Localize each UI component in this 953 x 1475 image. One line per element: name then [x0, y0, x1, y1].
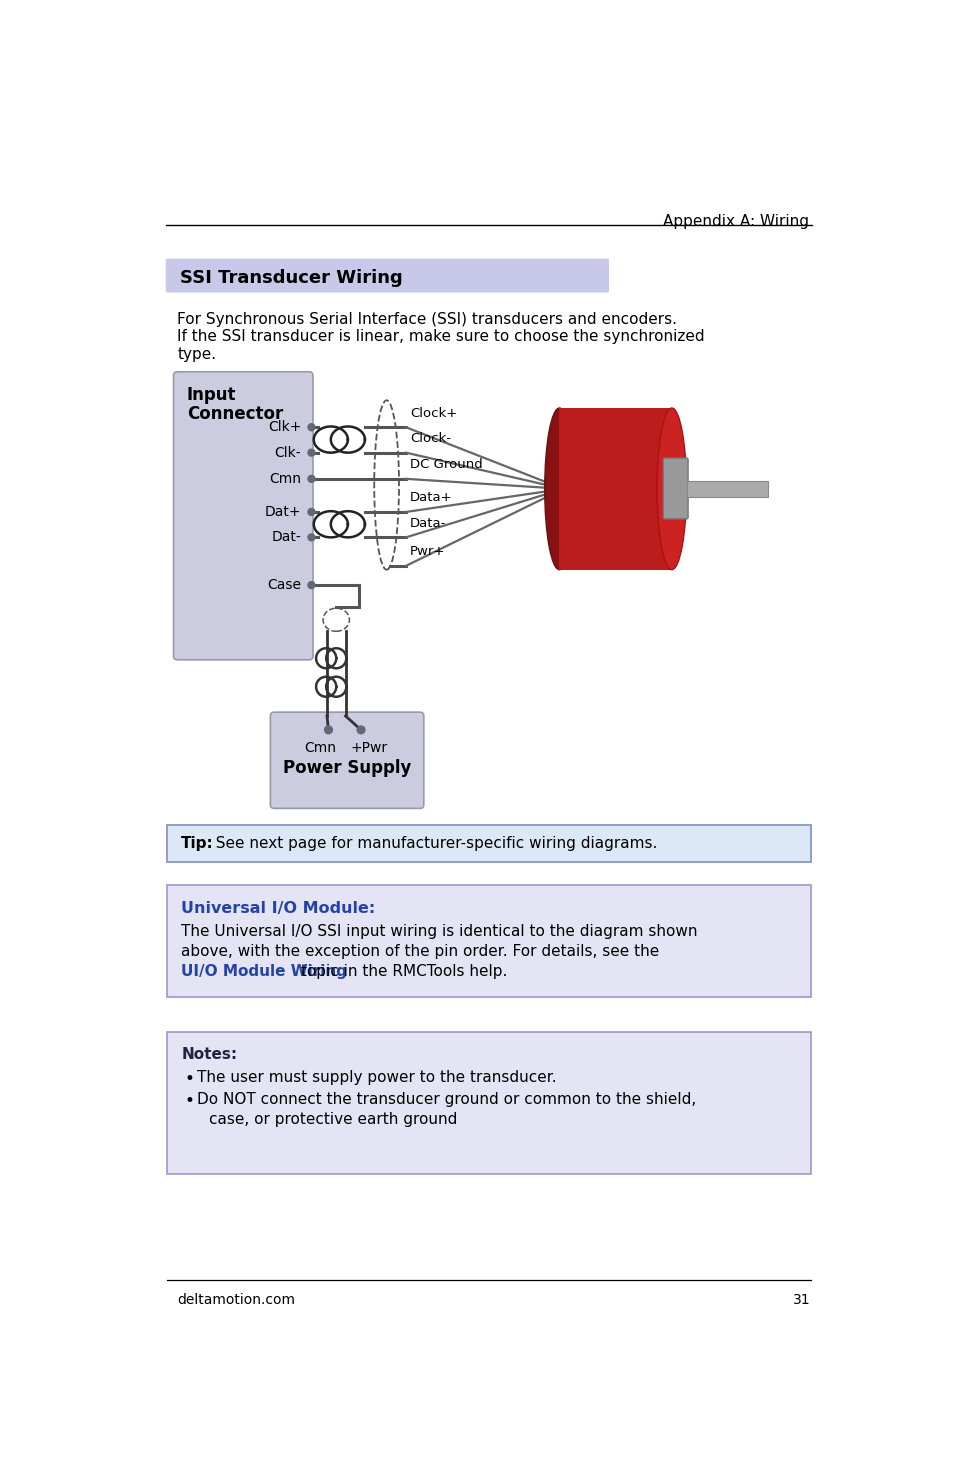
Text: type.: type.: [177, 347, 216, 363]
Text: Clock-: Clock-: [410, 432, 451, 445]
FancyBboxPatch shape: [167, 1031, 810, 1174]
Circle shape: [308, 450, 314, 456]
Text: Case: Case: [267, 578, 301, 591]
Text: See next page for manufacturer-specific wiring diagrams.: See next page for manufacturer-specific …: [206, 836, 657, 851]
Text: UI/O Module Wiring: UI/O Module Wiring: [181, 965, 347, 979]
Text: Do NOT connect the transducer ground or common to the shield,: Do NOT connect the transducer ground or …: [196, 1092, 696, 1106]
Text: Cmn: Cmn: [304, 742, 336, 755]
Text: Power Supply: Power Supply: [283, 760, 411, 777]
Text: topic in the RMCTools help.: topic in the RMCTools help.: [295, 965, 507, 979]
Text: The user must supply power to the transducer.: The user must supply power to the transd…: [196, 1071, 556, 1086]
Text: Connector: Connector: [187, 406, 283, 423]
Text: +Pwr: +Pwr: [350, 742, 387, 755]
Text: The Universal I/O SSI input wiring is identical to the diagram shown: The Universal I/O SSI input wiring is id…: [181, 923, 697, 940]
Ellipse shape: [544, 409, 574, 569]
FancyBboxPatch shape: [166, 258, 608, 292]
Circle shape: [308, 534, 314, 541]
FancyBboxPatch shape: [270, 712, 423, 808]
Text: 31: 31: [792, 1294, 810, 1307]
Circle shape: [356, 726, 365, 733]
Circle shape: [308, 475, 314, 482]
Text: above, with the exception of the pin order. For details, see the: above, with the exception of the pin ord…: [181, 944, 659, 959]
FancyBboxPatch shape: [167, 885, 810, 997]
Text: Cmn: Cmn: [269, 472, 301, 485]
Text: •: •: [184, 1071, 194, 1089]
Text: SSI Transducer Wiring: SSI Transducer Wiring: [179, 270, 402, 288]
Text: Input: Input: [187, 386, 236, 404]
Text: Dat-: Dat-: [272, 531, 301, 544]
Text: Data-: Data-: [410, 516, 446, 530]
Bar: [558, 409, 671, 569]
Text: •: •: [184, 1092, 194, 1109]
Text: Clock+: Clock+: [410, 407, 456, 419]
Ellipse shape: [657, 409, 686, 569]
Text: Clk-: Clk-: [274, 445, 301, 460]
Text: Data+: Data+: [410, 491, 452, 504]
Bar: [686, 481, 767, 497]
Circle shape: [308, 423, 314, 431]
Text: DC Ground: DC Ground: [410, 459, 482, 471]
Circle shape: [308, 581, 314, 589]
Text: Universal I/O Module:: Universal I/O Module:: [181, 901, 375, 916]
Text: If the SSI transducer is linear, make sure to choose the synchronized: If the SSI transducer is linear, make su…: [177, 329, 704, 345]
FancyBboxPatch shape: [173, 372, 313, 659]
FancyBboxPatch shape: [662, 459, 687, 519]
Text: Pwr+: Pwr+: [410, 546, 445, 558]
Circle shape: [324, 726, 332, 733]
Text: case, or protective earth ground: case, or protective earth ground: [209, 1112, 457, 1127]
Text: Dat+: Dat+: [265, 504, 301, 519]
Text: Clk+: Clk+: [268, 420, 301, 434]
Circle shape: [308, 509, 314, 515]
Text: deltamotion.com: deltamotion.com: [177, 1294, 295, 1307]
FancyBboxPatch shape: [167, 826, 810, 863]
Text: Notes:: Notes:: [181, 1047, 237, 1062]
Text: Appendix A: Wiring: Appendix A: Wiring: [662, 214, 808, 229]
Text: For Synchronous Serial Interface (SSI) transducers and encoders.: For Synchronous Serial Interface (SSI) t…: [177, 311, 677, 327]
Text: Tip:: Tip:: [181, 836, 213, 851]
